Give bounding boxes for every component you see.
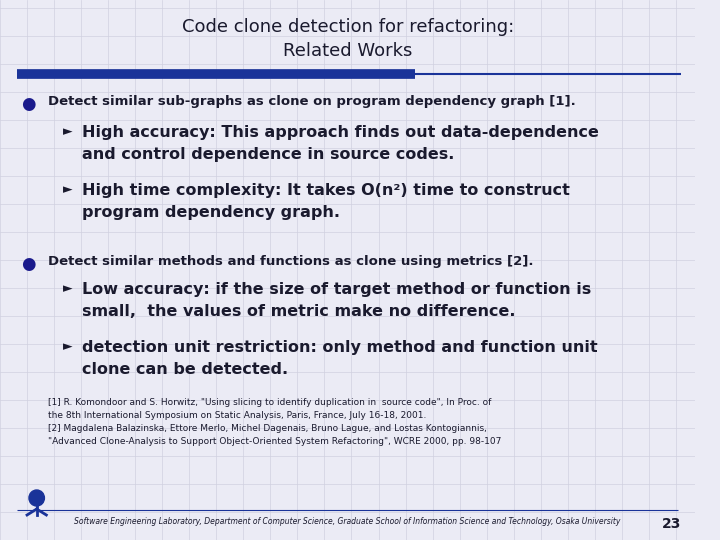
- Text: ►: ►: [63, 340, 73, 353]
- Text: Code clone detection for refactoring:: Code clone detection for refactoring:: [181, 18, 514, 36]
- Text: Software Engineering Laboratory, Department of Computer Science, Graduate School: Software Engineering Laboratory, Departm…: [74, 517, 621, 526]
- Text: Detect similar methods and functions as clone using metrics [2].: Detect similar methods and functions as …: [48, 255, 534, 268]
- Text: [1] R. Komondoor and S. Horwitz, "Using slicing to identify duplication in  sour: [1] R. Komondoor and S. Horwitz, "Using …: [48, 398, 492, 407]
- Text: clone can be detected.: clone can be detected.: [82, 362, 288, 377]
- Text: small,  the values of metric make no difference.: small, the values of metric make no diff…: [82, 304, 516, 319]
- Text: Related Works: Related Works: [283, 42, 413, 60]
- Text: ●: ●: [22, 95, 36, 113]
- Text: detection unit restriction: only method and function unit: detection unit restriction: only method …: [82, 340, 598, 355]
- Text: ►: ►: [63, 183, 73, 196]
- Text: program dependency graph.: program dependency graph.: [82, 205, 340, 220]
- Text: the 8th International Symposium on Static Analysis, Paris, France, July 16-18, 2: the 8th International Symposium on Stati…: [48, 411, 427, 420]
- Text: ►: ►: [63, 282, 73, 295]
- Text: ►: ►: [63, 125, 73, 138]
- Text: High accuracy: This approach finds out data-dependence: High accuracy: This approach finds out d…: [82, 125, 599, 140]
- Text: 23: 23: [662, 517, 681, 531]
- Text: High time complexity: It takes O(n²) time to construct: High time complexity: It takes O(n²) tim…: [82, 183, 570, 198]
- Text: and control dependence in source codes.: and control dependence in source codes.: [82, 147, 454, 162]
- Circle shape: [29, 490, 45, 506]
- Text: Low accuracy: if the size of target method or function is: Low accuracy: if the size of target meth…: [82, 282, 591, 297]
- Text: [2] Magdalena Balazinska, Ettore Merlo, Michel Dagenais, Bruno Lague, and Lostas: [2] Magdalena Balazinska, Ettore Merlo, …: [48, 424, 487, 433]
- Text: Detect similar sub-graphs as clone on program dependency graph [1].: Detect similar sub-graphs as clone on pr…: [48, 95, 576, 108]
- Text: ●: ●: [22, 255, 36, 273]
- Text: "Advanced Clone-Analysis to Support Object-Oriented System Refactoring", WCRE 20: "Advanced Clone-Analysis to Support Obje…: [48, 437, 502, 446]
